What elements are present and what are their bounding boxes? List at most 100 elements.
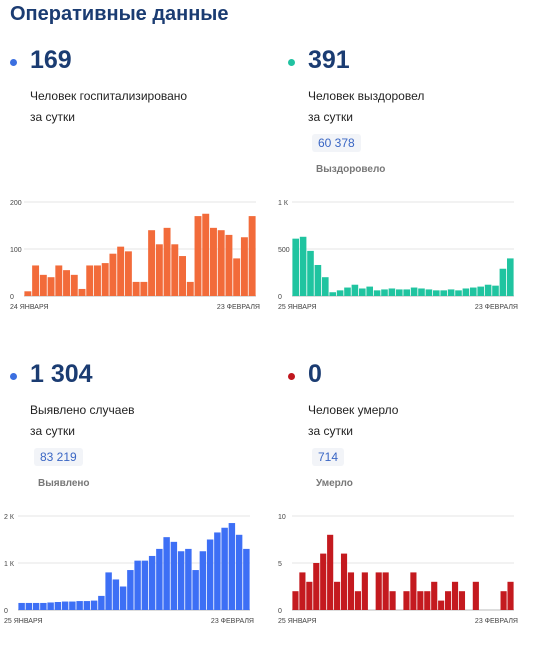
deaths-total-label: Умерло — [316, 478, 353, 489]
chart-bar — [177, 551, 185, 610]
chart-bar — [458, 591, 466, 610]
chart-bar — [155, 244, 163, 296]
chart-bar — [63, 270, 70, 296]
chart-bar — [148, 230, 156, 296]
chart-bar — [109, 253, 117, 296]
deaths-chart: 10 5 0 25 ЯНВАРЯ 23 ФЕВРАЛЯ — [278, 514, 518, 625]
chart-bar — [170, 541, 178, 610]
chart-bar — [40, 602, 47, 610]
chart-bar — [61, 601, 69, 610]
chart-bar — [477, 286, 484, 296]
chart-bar — [163, 537, 170, 610]
chart-bar — [206, 539, 214, 610]
chart-bar — [25, 602, 33, 610]
chart-bar — [403, 591, 410, 610]
deaths-panel: 0 Человек умерло за сутки 714 Умерло 10 5… — [278, 356, 540, 656]
chart-bar — [179, 256, 186, 296]
chart-bar — [248, 216, 256, 296]
recovered-number: 391 — [308, 46, 350, 74]
chart-bar — [410, 287, 418, 296]
chart-bar — [359, 288, 366, 296]
chart-bar — [334, 581, 341, 610]
chart-bar — [69, 601, 76, 610]
x-end-label: 23 ФЕВРАЛЯ — [475, 304, 518, 311]
chart-bar — [199, 551, 207, 610]
chart-bar — [431, 581, 438, 610]
chart-bar — [507, 258, 514, 296]
chart-bar — [340, 553, 348, 610]
chart-bar — [101, 263, 109, 296]
detected-total-badge: 83 219 — [34, 448, 83, 466]
hospitalized-panel: 169 Человек госпитализировано за сутки 2… — [10, 42, 270, 342]
chart-bar — [24, 291, 32, 296]
chart-bar — [214, 532, 221, 610]
chart-bar — [417, 591, 424, 610]
chart-bar — [240, 237, 248, 296]
detected-dot-icon — [10, 373, 17, 380]
chart-bar — [484, 284, 492, 296]
chart-bar — [186, 281, 194, 296]
x-start-label: 25 ЯНВАРЯ — [278, 618, 317, 625]
y-tick-label: 0 — [4, 608, 8, 615]
detected-total-label: Выявлено — [38, 478, 90, 489]
chart-bar — [314, 264, 322, 296]
chart-bar — [105, 572, 112, 610]
chart-bar — [217, 230, 225, 296]
chart-bar — [424, 591, 431, 610]
x-end-label: 23 ФЕВРАЛЯ — [217, 304, 260, 311]
chart-bar — [462, 288, 470, 296]
chart-bar — [336, 290, 344, 296]
chart-bar — [292, 591, 299, 610]
hospitalized-dot-icon — [10, 59, 17, 66]
chart-bar — [306, 581, 313, 610]
deaths-dot-icon — [288, 373, 295, 380]
chart-bar — [55, 265, 63, 296]
y-tick-label: 5 — [278, 561, 282, 568]
chart-bar — [94, 265, 101, 296]
chart-bar — [472, 581, 479, 610]
chart-bar — [322, 277, 329, 296]
recovered-panel: 391 Человек выздоровел за сутки 60 378 В… — [278, 42, 540, 342]
x-end-label: 23 ФЕВРАЛЯ — [475, 618, 518, 625]
page-title: Оперативные данные — [10, 3, 229, 25]
chart-bar — [307, 250, 314, 296]
detected-chart: 2 К 1 К 0 25 ЯНВАРЯ 23 ФЕВРАЛЯ — [4, 514, 254, 625]
chart-bar — [438, 600, 445, 610]
y-tick-label: 10 — [278, 514, 286, 521]
chart-bar — [389, 591, 396, 610]
chart-bar — [119, 586, 127, 610]
recovered-description: Человек выздоровел за сутки — [308, 89, 425, 124]
chart-bar — [39, 274, 47, 296]
chart-bar — [156, 548, 163, 610]
chart-bar — [171, 244, 179, 296]
chart-bar — [124, 251, 132, 296]
chart-bar — [90, 600, 98, 610]
chart-bar — [70, 274, 78, 296]
chart-bar — [445, 591, 452, 610]
y-tick-label: 0 — [278, 294, 282, 301]
chart-bar — [388, 288, 396, 296]
chart-bar — [54, 602, 62, 610]
chart-bar — [507, 581, 514, 610]
chart-bar — [354, 591, 361, 610]
recovered-dot-icon — [288, 59, 295, 66]
chart-bar — [202, 213, 210, 296]
y-tick-label: 1 К — [4, 561, 15, 568]
chart-bar — [141, 560, 149, 610]
chart-bar — [403, 289, 410, 296]
chart-bar — [112, 579, 120, 610]
chart-bar — [418, 288, 425, 296]
chart-bar — [47, 602, 54, 610]
chart-bar — [32, 602, 40, 610]
chart-bar — [225, 234, 233, 296]
deaths-description: Человек умерло за сутки — [308, 403, 399, 438]
chart-bar — [76, 601, 83, 610]
chart-bar — [410, 572, 417, 610]
chart-bar — [210, 227, 217, 296]
chart-bar — [366, 286, 373, 296]
chart-bar — [86, 265, 94, 296]
detected-number: 1 304 — [30, 360, 93, 388]
chart-bar — [243, 548, 250, 610]
chart-bar — [492, 285, 499, 296]
hospitalized-description: Человек госпитализировано за сутки — [30, 89, 188, 124]
